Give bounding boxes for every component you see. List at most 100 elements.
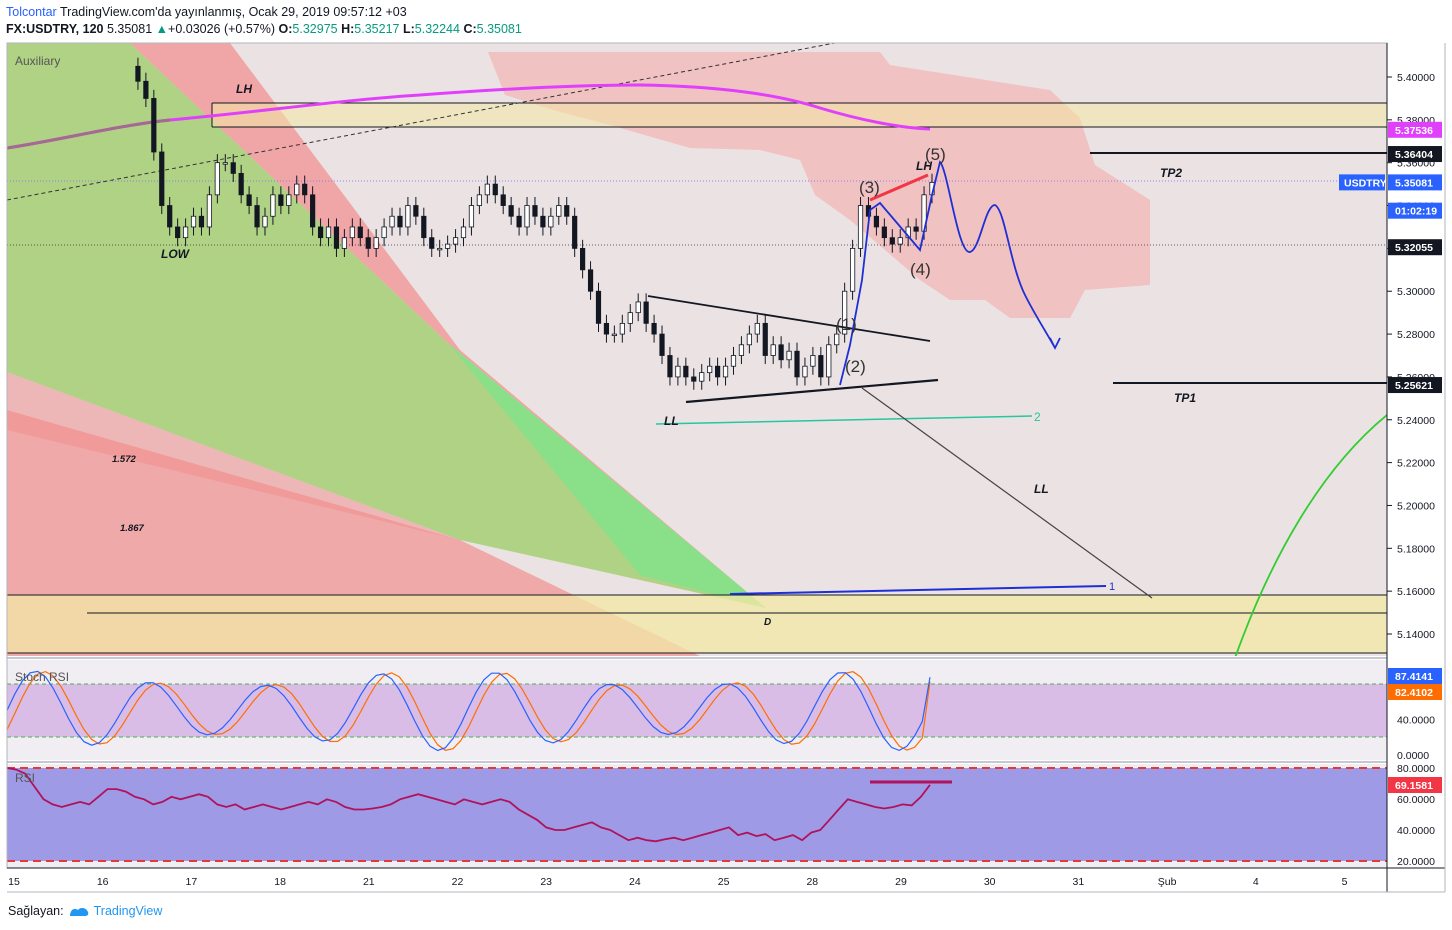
candle-body[interactable] xyxy=(325,226,332,239)
candle-body[interactable] xyxy=(770,344,776,356)
candle-body[interactable] xyxy=(794,350,800,378)
candle-body[interactable] xyxy=(754,322,760,335)
candle-body[interactable] xyxy=(429,237,435,249)
candle-body[interactable] xyxy=(857,205,864,249)
projection-line[interactable] xyxy=(861,387,1153,599)
candle-body[interactable] xyxy=(842,290,848,335)
candle-body[interactable] xyxy=(254,205,260,228)
candle-body[interactable] xyxy=(468,205,475,228)
candle-body[interactable] xyxy=(595,290,602,324)
elliott-wave-path[interactable] xyxy=(839,160,1061,386)
candle-body[interactable] xyxy=(651,322,657,335)
candle-body[interactable] xyxy=(143,80,149,99)
candle-body[interactable] xyxy=(381,226,387,239)
candle-body[interactable] xyxy=(881,226,887,239)
candle-body[interactable] xyxy=(572,215,578,249)
candle-body[interactable] xyxy=(317,226,324,239)
candle-body[interactable] xyxy=(778,344,784,361)
candle-body[interactable] xyxy=(635,301,641,314)
candle-body[interactable] xyxy=(826,344,832,378)
candle-body[interactable] xyxy=(151,98,157,153)
candle-body[interactable] xyxy=(730,355,737,367)
candle-body[interactable] xyxy=(405,205,411,228)
candle-body[interactable] xyxy=(341,237,347,249)
candle-body[interactable] xyxy=(627,312,633,324)
candle-body[interactable] xyxy=(262,215,268,228)
candle-body[interactable] xyxy=(619,322,625,335)
candle-body[interactable] xyxy=(889,237,895,245)
price-axis[interactable]: 5.400005.380005.360005.340005.320005.300… xyxy=(1339,72,1442,641)
candle-body[interactable] xyxy=(738,344,745,356)
candle-body[interactable] xyxy=(159,151,165,206)
candles[interactable] xyxy=(135,57,935,390)
lh-red-line[interactable] xyxy=(869,173,929,202)
candle-body[interactable] xyxy=(556,205,562,217)
candle-body[interactable] xyxy=(476,194,482,206)
candle-body[interactable] xyxy=(818,355,824,378)
time-axis[interactable]: 15 16 17 18 21 22 23 24 25 28 29 30 31 Şub 4 5 xyxy=(8,876,1347,888)
candle-body[interactable] xyxy=(278,194,284,206)
candle-body[interactable] xyxy=(802,365,808,378)
candle-body[interactable] xyxy=(445,243,451,249)
candle-body[interactable] xyxy=(699,372,705,382)
candle-body[interactable] xyxy=(675,365,681,378)
candle-body[interactable] xyxy=(389,215,395,228)
candle-body[interactable] xyxy=(214,162,220,196)
candle-body[interactable] xyxy=(532,205,538,217)
candle-body[interactable] xyxy=(746,333,752,346)
candle-body[interactable] xyxy=(667,355,673,378)
candle-body[interactable] xyxy=(643,301,649,324)
candle-body[interactable] xyxy=(349,226,355,239)
candle-body[interactable] xyxy=(175,226,181,239)
footer-brand[interactable]: TradingView xyxy=(93,904,163,918)
candle-body[interactable] xyxy=(524,205,530,228)
candle-body[interactable] xyxy=(683,365,689,378)
symbol-name[interactable]: FX:USDTRY, 120 xyxy=(6,22,104,36)
stoch-k-line[interactable] xyxy=(7,670,931,752)
candle-body[interactable] xyxy=(437,247,443,251)
candle-body[interactable] xyxy=(333,226,340,249)
candle-body[interactable] xyxy=(167,205,173,228)
candle-body[interactable] xyxy=(691,376,697,382)
candle-body[interactable] xyxy=(849,247,856,292)
candle-body[interactable] xyxy=(587,269,594,292)
candle-body[interactable] xyxy=(611,333,617,336)
wedge-lower-line[interactable] xyxy=(685,378,939,404)
candle-body[interactable] xyxy=(722,365,729,378)
candle-body[interactable] xyxy=(270,194,276,217)
candle-body[interactable] xyxy=(302,183,308,196)
candle-body[interactable] xyxy=(206,194,213,228)
candle-body[interactable] xyxy=(707,365,713,374)
author-name[interactable]: Tolcontar xyxy=(6,5,57,19)
candle-body[interactable] xyxy=(198,215,205,228)
candle-body[interactable] xyxy=(540,215,546,228)
candle-body[interactable] xyxy=(238,173,244,196)
trend-line-2[interactable] xyxy=(655,415,1033,425)
candle-body[interactable] xyxy=(365,237,371,249)
candle-body[interactable] xyxy=(373,237,379,249)
stoch-d-line[interactable] xyxy=(7,670,931,751)
candle-body[interactable] xyxy=(500,194,506,206)
candle-body[interactable] xyxy=(310,194,316,228)
candle-body[interactable] xyxy=(190,215,197,228)
rsi-axis[interactable]: 80.0000 60.0000 40.0000 20.0000 69.1581 xyxy=(1388,763,1442,868)
green-curve[interactable] xyxy=(1234,414,1387,658)
candle-body[interactable] xyxy=(452,237,459,245)
candle-body[interactable] xyxy=(564,205,570,217)
candle-body[interactable] xyxy=(548,215,554,228)
candle-body[interactable] xyxy=(397,215,403,228)
candle-body[interactable] xyxy=(294,183,300,196)
candle-body[interactable] xyxy=(246,194,252,206)
candle-body[interactable] xyxy=(659,333,665,356)
candle-body[interactable] xyxy=(810,355,816,367)
rsi-line[interactable] xyxy=(7,767,931,843)
candle-body[interactable] xyxy=(286,194,292,206)
candle-body[interactable] xyxy=(603,322,610,335)
candle-body[interactable] xyxy=(230,162,236,174)
candle-body[interactable] xyxy=(834,333,840,346)
candle-body[interactable] xyxy=(508,205,514,217)
candle-body[interactable] xyxy=(413,205,419,217)
candle-body[interactable] xyxy=(516,215,522,228)
